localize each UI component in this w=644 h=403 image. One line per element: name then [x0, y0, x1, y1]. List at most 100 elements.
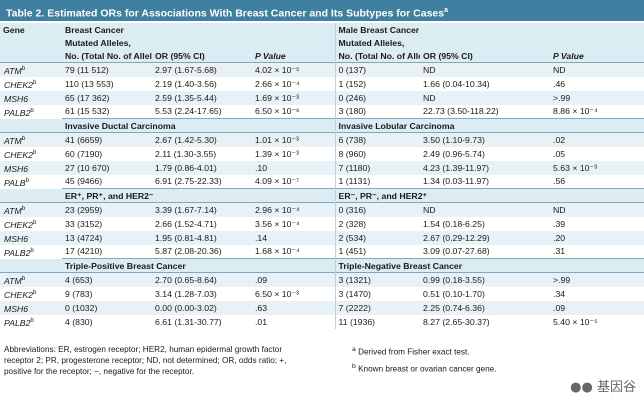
cell-a: 27 (10 670)	[62, 160, 152, 175]
cell-c: .14	[252, 230, 336, 245]
cell-e: 0.99 (0.18-3.55)	[420, 272, 551, 288]
cell-f: .34	[553, 289, 566, 300]
gene-cell: MSH6	[0, 160, 62, 175]
cell-f: .09	[550, 300, 644, 315]
cell-f: 5.40 × 10⁻⁵	[553, 316, 598, 327]
section-title-left: Triple-Positive Breast Cancer	[62, 258, 336, 273]
cell-c: 3.56 × 10⁻⁴	[255, 218, 300, 229]
cell-d: 0 (316)	[334, 202, 421, 218]
gene-cell: MSH6	[0, 90, 62, 105]
footnotes: a Derived from Fisher exact test. b Know…	[352, 346, 497, 374]
cell-d: 0 (246)	[334, 90, 421, 105]
cell-c: 2.66 × 10⁻⁴	[255, 78, 300, 89]
cell-b: 0.00 (0.00-3.02)	[152, 300, 252, 315]
cell-e: 2.25 (0.74-6.36)	[420, 300, 551, 315]
gene-cell: CHEK2b	[4, 219, 37, 230]
table-row: CHEK2b 60 (7190) 2.11 (1.30-3.55) 1.39 × 10…	[0, 146, 644, 161]
table-row: PALB2b 4 (830) 6.61 (1.31-30.77) .01 11 (193…	[0, 314, 644, 329]
cell-d: 7 (1180)	[334, 160, 421, 175]
cell-e: 1.54 (0.18-6.25)	[423, 218, 485, 229]
cell-f: 5.63 × 10⁻³	[550, 160, 644, 175]
cell-a: 110 (13 553)	[65, 78, 114, 89]
cell-d: 0 (137)	[334, 61, 421, 77]
cell-e: 22.73 (3.50-118.22)	[423, 106, 499, 117]
gene-header: Gene	[0, 23, 62, 36]
cell-d: 2 (328)	[334, 217, 421, 231]
alleles-total-header-1: No. (Total No. of Alleles)	[62, 49, 152, 63]
cell-c: 6.50 × 10⁻⁶	[255, 106, 300, 117]
table-row: PALB2b 61 (15 532) 5.53 (2.24-17.65) 6.50 ×…	[0, 104, 644, 119]
cell-a: 41 (6659)	[62, 132, 152, 147]
cell-d: 7 (2222)	[334, 300, 421, 315]
alleles-header-1: Mutated Alleles,	[62, 36, 152, 49]
cell-b: 6.61 (1.31-30.77)	[155, 316, 222, 327]
cell-c: 1.68 × 10⁻⁴	[255, 246, 300, 257]
cell-c: 4.09 × 10⁻⁷	[255, 176, 300, 187]
header-row-2: Mutated Alleles, Mutated Alleles,	[0, 36, 644, 49]
cell-b: 6.91 (2.75-22.33)	[155, 176, 222, 187]
gene-cell: PALBb	[4, 177, 29, 188]
cell-a: 9 (783)	[65, 289, 93, 300]
cell-b: 3.39 (1.67-7.14)	[152, 202, 252, 218]
cell-f: .02	[550, 132, 644, 147]
cell-b: 2.70 (0.65-8.64)	[152, 272, 252, 288]
cell-a: 4 (653)	[62, 272, 152, 288]
footnote-b: Known breast or ovarian cancer gene.	[358, 364, 497, 374]
cell-e: 0.51 (0.10-1.70)	[423, 289, 485, 300]
cell-b: 3.14 (1.28-7.03)	[155, 289, 217, 300]
cell-e: 1.34 (0.03-11.97)	[423, 176, 490, 187]
cell-a: 0 (1032)	[62, 300, 152, 315]
section-header-row: Triple-Positive Breast Cancer Triple-Nega…	[0, 258, 644, 273]
cell-c: .63	[252, 300, 336, 315]
table-row: MSH6 65 (17 362) 2.59 (1.35-5.44) 1.69 × 10…	[0, 90, 644, 105]
cell-c: .10	[252, 160, 336, 175]
cell-b: 1.79 (0.86-4.01)	[152, 160, 252, 175]
gene-cell: MSH6	[0, 230, 62, 245]
gene-cell: PALB2b	[4, 107, 34, 118]
cell-f: .05	[553, 148, 566, 159]
or-header-1: OR (95% CI)	[152, 49, 252, 63]
cell-a: 17 (4210)	[65, 246, 103, 257]
table-row: CHEK2b 9 (783) 3.14 (1.28-7.03) 6.50 × 10⁻³…	[0, 287, 644, 301]
gene-cell: ATMb	[0, 132, 62, 147]
cell-e: 3.09 (0.07-27.68)	[423, 246, 490, 257]
cell-d: 6 (738)	[334, 132, 421, 147]
cell-f: 8.86 × 10⁻⁴	[553, 106, 598, 117]
p-header-2: P Value	[550, 49, 644, 63]
table-row: ATMb 79 (11 512) 2.97 (1.67-5.68) 4.02 × 10…	[0, 61, 644, 77]
cell-c: 1.39 × 10⁻³	[255, 148, 299, 159]
watermark-logo: ●● 基因谷	[570, 380, 636, 395]
cell-b: 2.97 (1.67-5.68)	[152, 61, 252, 77]
cell-b: 2.59 (1.35-5.44)	[152, 90, 252, 105]
table-row: MSH6 13 (4724) 1.95 (0.81-4.81) .14 2 (534) 2…	[0, 230, 644, 245]
cell-c: .01	[255, 316, 268, 327]
p-header-1: P Value	[252, 49, 336, 63]
cell-e: ND	[420, 61, 551, 77]
cell-c: 2.96 × 10⁻⁴	[252, 202, 336, 218]
cell-b: 5.87 (2.08-20.36)	[155, 246, 222, 257]
table-row: ATMb 4 (653) 2.70 (0.65-8.64) .09 3 (1321) 0.…	[0, 272, 644, 288]
cell-a: 13 (4724)	[62, 230, 152, 245]
section-header-row: ER⁺, PR⁺, and HER2⁻ ER⁻, PR⁻, and HER2⁺	[0, 188, 644, 203]
cell-f: .31	[553, 246, 566, 257]
cell-a: 79 (11 512)	[62, 61, 152, 77]
cell-a: 4 (830)	[65, 316, 93, 327]
cell-b: 2.67 (1.42-5.30)	[152, 132, 252, 147]
gene-cell: PALB2b	[4, 317, 34, 328]
gene-cell: CHEK2b	[4, 149, 37, 160]
section-title-right: Triple-Negative Breast Cancer	[334, 258, 644, 273]
cell-e: ND	[420, 202, 551, 218]
table-row: MSH6 0 (1032) 0.00 (0.00-3.02) .63 7 (2222) 2…	[0, 300, 644, 315]
wechat-icon: ●●	[570, 380, 593, 395]
cell-f: .39	[553, 218, 566, 229]
table-row: PALBb 45 (9466) 6.91 (2.75-22.33) 4.09 × 10…	[0, 174, 644, 189]
cell-d: 1 (451)	[334, 244, 421, 259]
cell-e: 1.66 (0.04-10.34)	[423, 78, 490, 89]
section-title-left: Invasive Ductal Carcinoma	[62, 118, 336, 133]
gene-cell: CHEK2b	[4, 289, 37, 300]
cell-b: 2.11 (1.30-3.55)	[155, 148, 217, 159]
section-title-right: ER⁻, PR⁻, and HER2⁺	[334, 188, 644, 203]
cell-c: 1.69 × 10⁻³	[252, 90, 336, 105]
cell-f: ND	[550, 202, 644, 218]
cell-d: 1 (152)	[334, 76, 421, 91]
